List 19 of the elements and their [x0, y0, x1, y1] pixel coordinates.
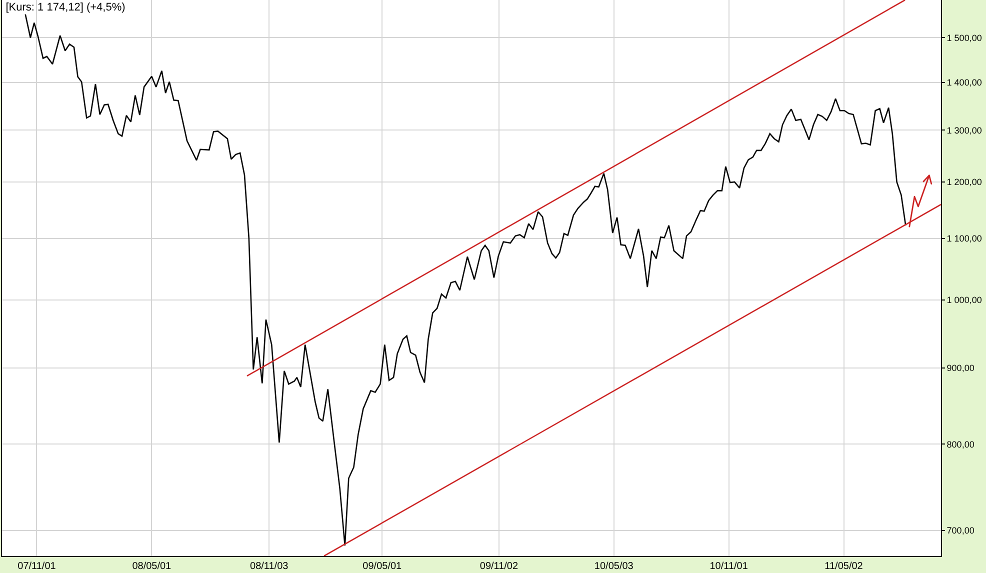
y-tick-label: 800,00: [946, 439, 974, 450]
y-tick-label: 1 000,00: [946, 295, 982, 306]
x-tick-label: 10/11/01: [710, 561, 748, 572]
x-tick-label: 10/05/03: [594, 561, 634, 572]
y-tick-label: 1 300,00: [946, 125, 982, 136]
x-tick-label: 11/05/02: [824, 561, 864, 572]
x-tick-label: 09/11/02: [480, 561, 518, 572]
y-tick-label: 1 200,00: [946, 177, 982, 188]
chart-title: [Kurs: 1 174,12] (+4,5%): [6, 2, 126, 14]
y-tick-label: 700,00: [946, 526, 974, 536]
y-tick-label: 900,00: [946, 363, 974, 374]
x-tick-label: 08/05/01: [132, 561, 172, 572]
y-tick-label: 1 400,00: [946, 77, 982, 88]
y-tick-label: 1 500,00: [946, 32, 982, 43]
line-series: [24, 14, 906, 546]
x-tick-label: 08/11/03: [250, 561, 289, 572]
x-tick-label: 07/11/01: [18, 561, 56, 572]
x-tick-label: 09/05/01: [362, 561, 402, 572]
y-tick-label: 1 100,00: [946, 233, 982, 244]
